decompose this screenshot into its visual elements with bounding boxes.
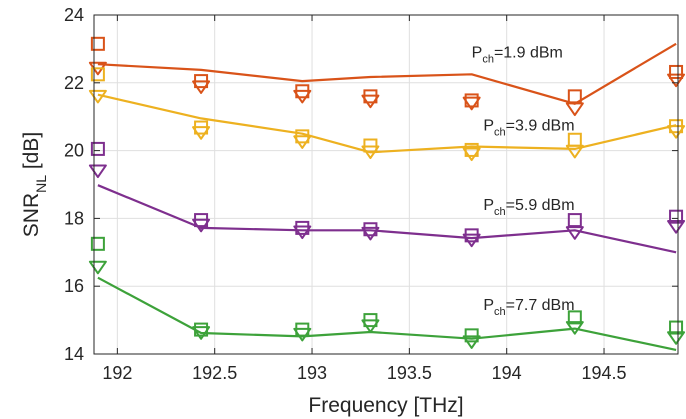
square-marker	[669, 320, 684, 335]
triangle-marker	[192, 326, 211, 340]
series-2	[88, 67, 686, 162]
triangle-marker	[361, 226, 380, 241]
triangle-marker	[565, 321, 584, 335]
triangle-marker	[667, 125, 686, 139]
series-annotation: Pch=5.9 dBm	[483, 197, 574, 218]
square-marker	[90, 141, 105, 156]
x-tick-label: 194	[492, 363, 522, 383]
annotation-sub: ch	[494, 206, 506, 218]
triangle-marker	[192, 218, 211, 233]
annotation-sub: ch	[494, 126, 506, 138]
y-tick-label: 14	[64, 344, 84, 364]
axis-ticks: 192 192.5 193 193.5 194 194.5 14 16 18 20 22 24	[64, 5, 678, 383]
annotation-prefix: P	[483, 117, 494, 134]
square-marker	[90, 67, 105, 82]
x-tick-label: 193	[297, 363, 327, 383]
triangle-marker	[462, 147, 481, 162]
annotation-suffix: =3.9 dBm	[506, 117, 575, 134]
triangle-marker	[462, 96, 481, 111]
annotation-sub: ch	[494, 306, 506, 318]
triangle-marker	[293, 225, 312, 240]
x-tick-label: 193.5	[387, 363, 432, 383]
triangle-marker	[192, 126, 211, 140]
triangle-marker	[293, 89, 312, 104]
x-tick-label: 192	[102, 363, 132, 383]
y-axis-label: SNRNL [dB]	[20, 132, 49, 237]
triangle-marker	[667, 220, 686, 234]
square-marker	[90, 36, 105, 51]
annotation-suffix: =1.9 dBm	[494, 44, 563, 61]
x-tick-label: 194.5	[582, 363, 627, 383]
triangle-marker	[667, 73, 686, 88]
plot-frame	[93, 14, 679, 355]
series-3	[88, 141, 686, 254]
y-tick-label: 18	[64, 208, 84, 228]
y-tick-label: 22	[64, 73, 84, 93]
triangle-marker	[565, 226, 584, 240]
series-annotation: Pch=3.9 dBm	[483, 117, 574, 138]
triangle-marker	[361, 319, 380, 333]
triangle-marker	[293, 135, 312, 149]
y-axis-label-unit: [dB]	[20, 132, 43, 175]
annotation-suffix: =7.7 dBm	[506, 297, 575, 314]
y-axis-label-main: SNR	[20, 193, 43, 237]
annotation-prefix: P	[472, 44, 483, 61]
triangle-marker	[361, 94, 380, 109]
x-axis-label: Frequency [THz]	[308, 394, 463, 417]
square-marker	[669, 64, 684, 79]
triangle-marker	[361, 145, 380, 160]
square-marker	[90, 236, 105, 251]
annotation-sub: ch	[482, 53, 494, 65]
square-marker	[567, 310, 582, 325]
series-line	[97, 184, 677, 254]
square-marker	[669, 209, 684, 224]
triangle-marker	[192, 80, 211, 94]
y-tick-label: 16	[64, 276, 84, 296]
y-tick-label: 24	[64, 5, 84, 25]
series-annotation: Pch=7.7 dBm	[483, 297, 574, 318]
triangle-marker	[565, 102, 584, 117]
data-series	[88, 36, 686, 351]
x-tick-label: 192.5	[192, 363, 237, 383]
series-annotation: Pch=1.9 dBm	[472, 44, 563, 65]
series-4	[88, 236, 686, 351]
triangle-marker	[667, 331, 686, 345]
y-axis-label-sub: NL	[33, 175, 49, 193]
series-1	[88, 36, 686, 117]
annotation-suffix: =5.9 dBm	[506, 197, 575, 214]
annotation-prefix: P	[483, 197, 494, 214]
square-marker	[567, 89, 582, 104]
triangle-marker	[462, 335, 481, 349]
y-tick-label: 20	[64, 141, 84, 161]
triangle-marker	[462, 233, 481, 248]
triangle-marker	[565, 144, 584, 159]
square-marker	[567, 213, 582, 228]
triangle-marker	[293, 327, 312, 342]
annotation-prefix: P	[483, 297, 494, 314]
